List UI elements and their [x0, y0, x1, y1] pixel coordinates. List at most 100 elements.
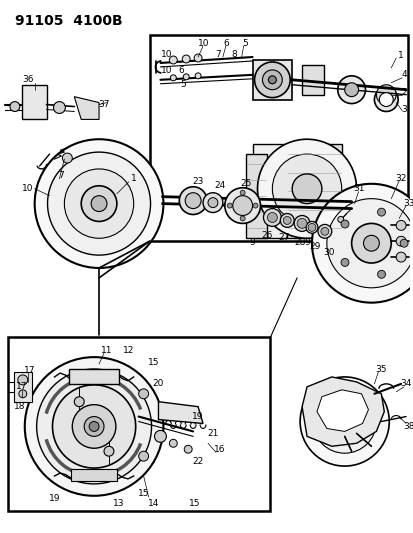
Circle shape — [74, 397, 84, 407]
Text: 19: 19 — [49, 494, 60, 503]
Circle shape — [344, 83, 358, 96]
Text: 36: 36 — [22, 75, 33, 84]
Circle shape — [183, 74, 189, 80]
Circle shape — [395, 252, 405, 262]
Text: 24: 24 — [214, 181, 225, 190]
Circle shape — [337, 76, 365, 103]
Circle shape — [182, 55, 190, 63]
Bar — [14, 372, 32, 402]
Text: 17: 17 — [24, 366, 36, 375]
Circle shape — [299, 377, 388, 466]
Text: 28: 28 — [294, 238, 305, 247]
Circle shape — [320, 228, 328, 235]
Circle shape — [340, 259, 348, 266]
Circle shape — [263, 208, 280, 227]
Circle shape — [338, 416, 350, 427]
Text: 29: 29 — [309, 241, 320, 251]
Circle shape — [329, 407, 358, 437]
Text: 34: 34 — [399, 379, 411, 389]
Circle shape — [252, 203, 257, 208]
Text: 12: 12 — [123, 346, 134, 354]
Circle shape — [351, 223, 390, 263]
Text: 16: 16 — [214, 445, 225, 454]
Circle shape — [185, 193, 201, 208]
Text: 6: 6 — [223, 39, 228, 47]
Circle shape — [19, 390, 27, 398]
Circle shape — [179, 187, 206, 214]
Circle shape — [154, 431, 166, 442]
Text: 25: 25 — [240, 179, 251, 188]
Text: 38: 38 — [402, 422, 413, 431]
Circle shape — [169, 56, 177, 64]
Text: 27: 27 — [278, 233, 289, 242]
Circle shape — [72, 405, 116, 448]
Bar — [149, 35, 407, 241]
Text: 6: 6 — [178, 67, 184, 75]
Circle shape — [227, 203, 232, 208]
Circle shape — [268, 76, 275, 84]
Text: 10: 10 — [160, 67, 172, 75]
Circle shape — [138, 451, 148, 461]
Circle shape — [305, 221, 317, 233]
Circle shape — [35, 139, 163, 268]
Circle shape — [52, 385, 135, 468]
Text: 10: 10 — [198, 39, 209, 47]
Circle shape — [378, 93, 392, 107]
Polygon shape — [316, 390, 368, 431]
Circle shape — [84, 417, 104, 437]
Circle shape — [89, 371, 99, 381]
Polygon shape — [158, 402, 202, 424]
Circle shape — [373, 88, 397, 111]
Text: 15: 15 — [138, 489, 149, 498]
Circle shape — [207, 198, 217, 207]
Circle shape — [363, 235, 378, 251]
Circle shape — [337, 216, 343, 222]
Text: 18: 18 — [14, 402, 26, 411]
Text: 21: 21 — [207, 429, 218, 438]
Circle shape — [240, 216, 244, 221]
Polygon shape — [74, 96, 99, 119]
Circle shape — [62, 153, 72, 163]
Circle shape — [138, 389, 148, 399]
Text: 3: 3 — [400, 105, 406, 114]
Text: 15: 15 — [147, 358, 159, 367]
Text: 11: 11 — [101, 346, 112, 354]
Circle shape — [89, 422, 99, 431]
Circle shape — [202, 193, 222, 213]
Circle shape — [37, 369, 151, 484]
Circle shape — [64, 169, 133, 238]
Circle shape — [53, 102, 65, 114]
Text: 35: 35 — [375, 365, 386, 374]
Text: 4: 4 — [400, 70, 406, 79]
Circle shape — [292, 174, 321, 204]
Circle shape — [377, 270, 385, 278]
Polygon shape — [287, 144, 341, 238]
Bar — [69, 369, 119, 384]
Text: 1: 1 — [131, 174, 136, 183]
Text: 30: 30 — [322, 248, 334, 256]
Text: 10: 10 — [160, 50, 172, 59]
Polygon shape — [301, 377, 383, 446]
Circle shape — [272, 154, 341, 223]
Polygon shape — [245, 154, 267, 238]
Text: 7: 7 — [214, 50, 220, 59]
Circle shape — [377, 208, 385, 216]
Circle shape — [311, 184, 413, 303]
Text: 9: 9 — [249, 238, 255, 247]
Text: 91105  4100B: 91105 4100B — [15, 14, 122, 28]
Circle shape — [195, 73, 201, 79]
Bar — [8, 337, 270, 511]
Bar — [252, 60, 292, 100]
Text: 1: 1 — [397, 51, 403, 60]
Text: 10: 10 — [22, 184, 33, 193]
Circle shape — [254, 62, 290, 98]
Circle shape — [224, 188, 260, 223]
Circle shape — [317, 224, 331, 238]
Polygon shape — [252, 144, 287, 238]
Circle shape — [267, 213, 277, 222]
Bar — [301, 65, 323, 95]
Text: 22: 22 — [192, 457, 203, 466]
Circle shape — [294, 215, 309, 231]
Circle shape — [395, 221, 405, 230]
Bar — [71, 469, 116, 481]
